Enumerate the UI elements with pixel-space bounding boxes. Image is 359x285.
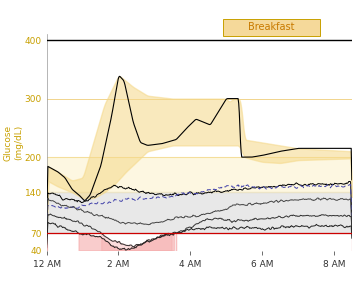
Text: Breakfast: Breakfast bbox=[248, 22, 294, 32]
Bar bbox=[47, 157, 352, 192]
Bar bbox=[47, 192, 352, 233]
Y-axis label: Glucose
(mg/dL): Glucose (mg/dL) bbox=[4, 125, 23, 160]
